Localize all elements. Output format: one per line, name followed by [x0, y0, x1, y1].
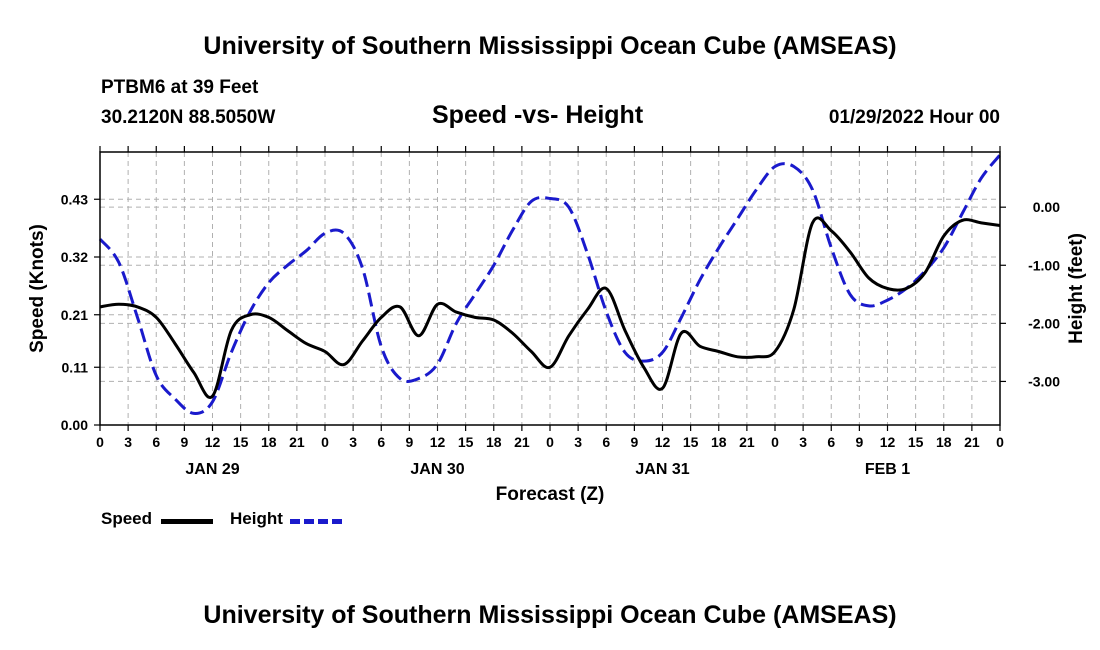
x-tick-label: 12	[655, 434, 671, 450]
x-tick-label: 9	[180, 434, 188, 450]
x-tick-label: 18	[261, 434, 277, 450]
chart-main-title: University of Southern Mississippi Ocean…	[203, 32, 897, 60]
x-tick-label: 9	[405, 434, 413, 450]
x-tick-label: 15	[233, 434, 249, 450]
x-tick-label: 12	[880, 434, 896, 450]
x-tick-label: 6	[827, 434, 835, 450]
y-tick-label-left: 0.43	[61, 191, 88, 207]
x-tick-label: 0	[546, 434, 554, 450]
axis-labels: 0 3 6 9 12 15 18 21 0 3 6 9 12 15 18 21 0 3 6 9 12 15 18 21 0 3 6 9…	[27, 191, 1087, 505]
x-tick-label: 12	[205, 434, 221, 450]
x-tick-label: 15	[458, 434, 474, 450]
x-tick-label: 3	[574, 434, 582, 450]
x-tick-label: 0	[771, 434, 779, 450]
x-tick-label: 18	[711, 434, 727, 450]
station-coordinates: 30.2120N 88.5050W	[101, 107, 276, 128]
x-tick-label: 3	[799, 434, 807, 450]
speed-series-line	[99, 216, 1001, 399]
y-tick-label-right: -2.00	[1028, 315, 1060, 331]
grid-lines	[100, 152, 1000, 425]
day-label: JAN 30	[410, 461, 464, 478]
legend-speed-label: Speed	[101, 509, 153, 528]
y-tick-label-right: 0.00	[1033, 199, 1060, 215]
station-name: PTBM6 at 39 Feet	[101, 77, 259, 98]
day-label: JAN 29	[185, 461, 239, 478]
legend-height-swatch	[290, 519, 342, 524]
x-tick-label: 21	[289, 434, 305, 450]
x-tick-label: 6	[152, 434, 160, 450]
y-axis-title-left: Speed (Knots)	[27, 224, 48, 353]
day-label: FEB 1	[865, 461, 910, 478]
y-tick-label-right: -1.00	[1028, 257, 1060, 273]
x-tick-label: 18	[486, 434, 502, 450]
x-tick-label: 21	[964, 434, 980, 450]
x-tick-label: 3	[349, 434, 357, 450]
axis-ticks	[94, 146, 1006, 431]
y-axis-title-right: Height (feet)	[1066, 233, 1087, 344]
x-tick-label: 21	[739, 434, 755, 450]
x-tick-label: 0	[996, 434, 1004, 450]
x-tick-label: 21	[514, 434, 530, 450]
chart-subtitle: Speed -vs- Height	[432, 101, 644, 129]
plot-frame	[99, 151, 1001, 426]
y-tick-label-right: -3.00	[1028, 373, 1060, 389]
x-tick-label: 15	[683, 434, 699, 450]
legend-speed-swatch	[161, 519, 213, 524]
x-tick-label: 15	[908, 434, 924, 450]
x-tick-label: 12	[430, 434, 446, 450]
forecast-datetime: 01/29/2022 Hour 00	[828, 107, 1000, 128]
legend-height-label: Height	[230, 509, 283, 528]
footer-title: University of Southern Mississippi Ocean…	[203, 601, 897, 629]
y-tick-label-left: 0.32	[61, 249, 88, 265]
x-tick-label: 18	[936, 434, 952, 450]
x-tick-label: 6	[602, 434, 610, 450]
x-tick-label: 6	[377, 434, 385, 450]
day-label: JAN 31	[635, 461, 689, 478]
y-tick-label-left: 0.00	[61, 417, 88, 433]
height-series-line	[98, 153, 1002, 415]
chart-series	[98, 153, 1002, 415]
y-tick-label-left: 0.11	[62, 359, 89, 375]
x-axis-title: Forecast (Z)	[496, 484, 605, 505]
x-tick-label: 9	[855, 434, 863, 450]
y-tick-label-left: 0.21	[61, 307, 88, 323]
x-tick-label: 3	[124, 434, 132, 450]
x-tick-label: 0	[96, 434, 104, 450]
x-tick-label: 0	[321, 434, 329, 450]
x-tick-label: 9	[630, 434, 638, 450]
